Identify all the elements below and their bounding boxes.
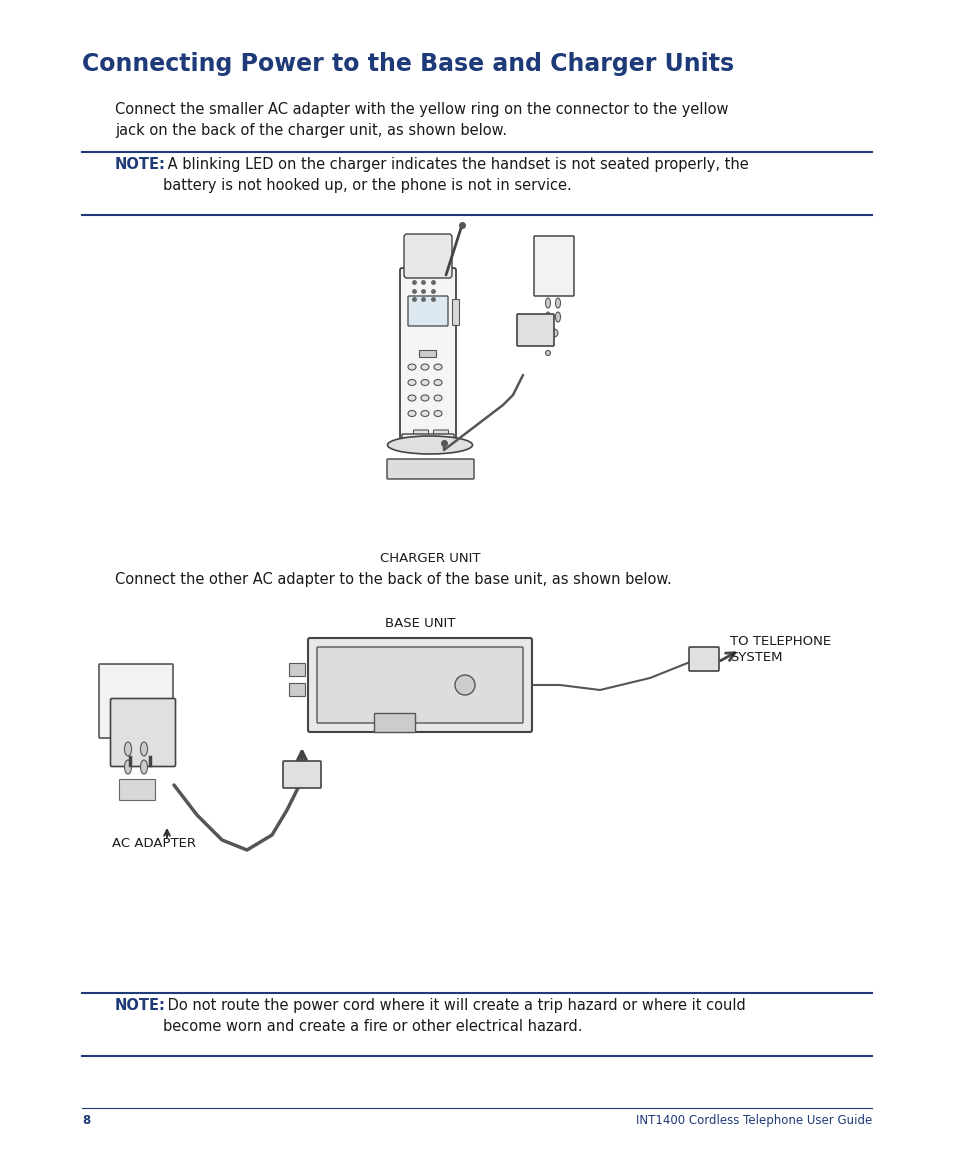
FancyBboxPatch shape bbox=[289, 663, 305, 677]
FancyBboxPatch shape bbox=[111, 699, 175, 766]
FancyBboxPatch shape bbox=[534, 236, 574, 296]
FancyBboxPatch shape bbox=[413, 430, 428, 437]
Circle shape bbox=[130, 781, 142, 793]
Text: BASE UNIT: BASE UNIT bbox=[384, 617, 455, 630]
Ellipse shape bbox=[387, 436, 472, 454]
Ellipse shape bbox=[408, 410, 416, 416]
Ellipse shape bbox=[125, 742, 132, 756]
FancyBboxPatch shape bbox=[401, 433, 454, 444]
Text: A blinking LED on the charger indicates the handset is not seated properly, the
: A blinking LED on the charger indicates … bbox=[163, 156, 748, 194]
FancyBboxPatch shape bbox=[403, 234, 452, 278]
FancyBboxPatch shape bbox=[408, 296, 448, 326]
Text: TO TELEPHONE
SYSTEM: TO TELEPHONE SYSTEM bbox=[729, 635, 830, 664]
Text: Connect the other AC adapter to the back of the base unit, as shown below.: Connect the other AC adapter to the back… bbox=[115, 573, 671, 586]
Ellipse shape bbox=[545, 298, 550, 308]
Text: AC ADAPTER: AC ADAPTER bbox=[112, 837, 195, 850]
Ellipse shape bbox=[408, 395, 416, 401]
FancyBboxPatch shape bbox=[387, 459, 474, 479]
Ellipse shape bbox=[408, 379, 416, 386]
Ellipse shape bbox=[420, 364, 429, 370]
Ellipse shape bbox=[545, 312, 550, 322]
Text: INT1400 Cordless Telephone User Guide: INT1400 Cordless Telephone User Guide bbox=[635, 1114, 871, 1127]
Ellipse shape bbox=[434, 379, 441, 386]
Text: NOTE:: NOTE: bbox=[115, 998, 166, 1013]
FancyBboxPatch shape bbox=[399, 268, 456, 447]
Ellipse shape bbox=[420, 379, 429, 386]
Ellipse shape bbox=[420, 410, 429, 416]
Text: NOTE:: NOTE: bbox=[115, 156, 166, 172]
Ellipse shape bbox=[125, 760, 132, 774]
FancyBboxPatch shape bbox=[517, 314, 554, 347]
Text: 8: 8 bbox=[82, 1114, 91, 1127]
FancyBboxPatch shape bbox=[316, 647, 522, 723]
Ellipse shape bbox=[555, 312, 560, 322]
FancyBboxPatch shape bbox=[375, 714, 416, 732]
FancyBboxPatch shape bbox=[452, 299, 459, 326]
Text: Connect the smaller AC adapter with the yellow ring on the connector to the yell: Connect the smaller AC adapter with the … bbox=[115, 102, 728, 138]
Ellipse shape bbox=[434, 410, 441, 416]
Ellipse shape bbox=[434, 395, 441, 401]
Ellipse shape bbox=[434, 364, 441, 370]
Text: Connecting Power to the Base and Charger Units: Connecting Power to the Base and Charger… bbox=[82, 52, 734, 76]
FancyBboxPatch shape bbox=[433, 430, 448, 437]
FancyBboxPatch shape bbox=[283, 761, 320, 788]
Text: CHARGER UNIT: CHARGER UNIT bbox=[379, 552, 479, 564]
Ellipse shape bbox=[555, 298, 560, 308]
FancyBboxPatch shape bbox=[419, 350, 436, 357]
Circle shape bbox=[550, 329, 558, 337]
Ellipse shape bbox=[408, 364, 416, 370]
Ellipse shape bbox=[140, 742, 148, 756]
Ellipse shape bbox=[420, 395, 429, 401]
Circle shape bbox=[545, 350, 550, 356]
FancyBboxPatch shape bbox=[289, 684, 305, 697]
Circle shape bbox=[455, 675, 475, 695]
Ellipse shape bbox=[140, 760, 148, 774]
FancyBboxPatch shape bbox=[119, 780, 155, 801]
FancyBboxPatch shape bbox=[688, 647, 719, 671]
FancyBboxPatch shape bbox=[308, 637, 532, 732]
FancyBboxPatch shape bbox=[99, 664, 172, 738]
Text: Do not route the power cord where it will create a trip hazard or where it could: Do not route the power cord where it wil… bbox=[163, 998, 745, 1034]
